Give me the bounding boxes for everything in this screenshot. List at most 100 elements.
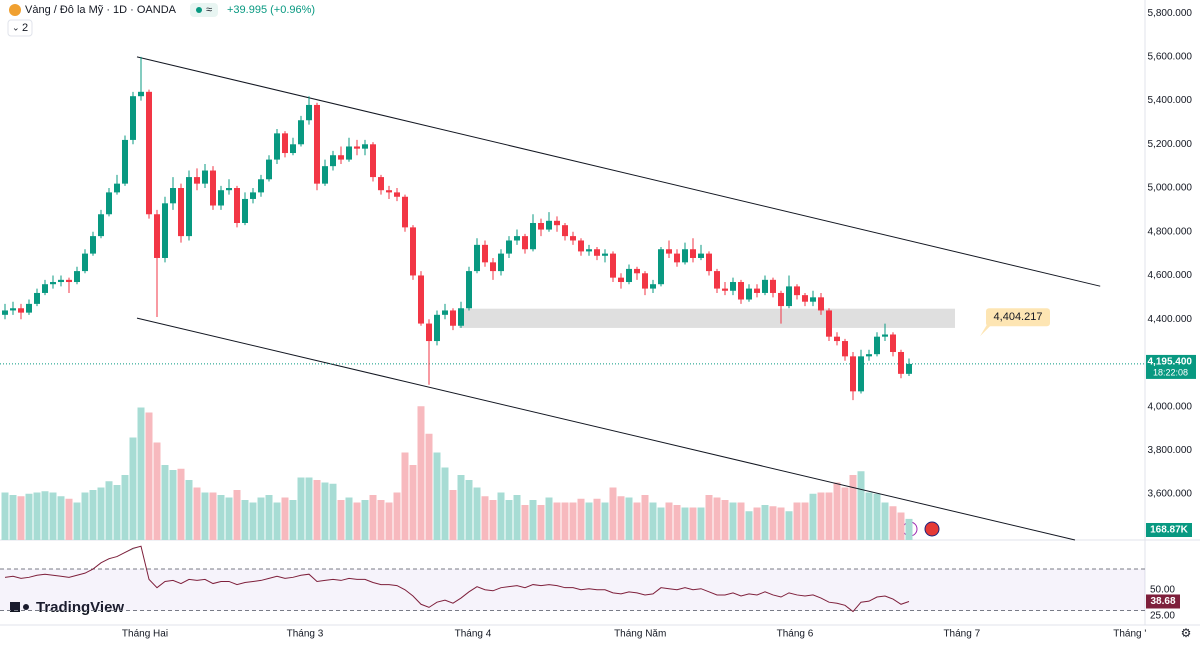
- volume-bar: [257, 497, 265, 540]
- settings-icon[interactable]: ⚙: [1181, 626, 1192, 640]
- volume-bar: [201, 492, 209, 540]
- y-tick-label: 4,600.000: [1148, 270, 1193, 281]
- status-dot: [196, 7, 202, 13]
- candle-body: [242, 198, 248, 223]
- candle-body: [138, 91, 144, 97]
- candle-body: [642, 273, 648, 289]
- volume-bar: [801, 502, 809, 540]
- candle-body: [530, 222, 536, 250]
- volume-bar: [417, 406, 425, 540]
- volume-bar: [345, 497, 353, 540]
- volume-bar: [713, 497, 721, 540]
- volume-bar: [385, 502, 393, 540]
- candle-body: [170, 188, 176, 204]
- volume-bar: [809, 493, 817, 540]
- y-tick-label: 5,000.000: [1148, 183, 1193, 194]
- candle-body: [410, 227, 416, 276]
- volume-bar: [313, 480, 321, 540]
- volume-bar: [753, 507, 761, 540]
- volume-bar: [609, 487, 617, 540]
- volume-bar: [553, 502, 561, 540]
- volume-bar: [217, 495, 225, 540]
- y-tick-label: 5,600.000: [1148, 51, 1193, 62]
- volume-bar: [841, 487, 849, 540]
- candle-body: [66, 279, 72, 283]
- volume-bar: [145, 412, 153, 540]
- x-tick-label: Tháng Hai: [122, 629, 168, 640]
- candle-body: [802, 295, 808, 302]
- candle-body: [122, 139, 128, 184]
- volume-bar: [593, 498, 601, 540]
- candle-body: [290, 144, 296, 154]
- volume-bar: [881, 502, 889, 540]
- candle-body: [90, 236, 96, 254]
- candle-body: [466, 271, 472, 309]
- volume-bar: [129, 437, 137, 540]
- x-tick-label: Tháng Năm: [614, 629, 666, 640]
- volume-bar: [393, 492, 401, 540]
- x-tick-label: Tháng ': [1113, 629, 1146, 640]
- candle-body: [74, 271, 80, 283]
- candle-body: [722, 288, 728, 291]
- volume-bar: [849, 475, 857, 540]
- volume-bar: [337, 500, 345, 540]
- candle-body: [698, 253, 704, 258]
- candle-body: [538, 222, 544, 230]
- candle-body: [778, 292, 784, 307]
- candle-body: [834, 336, 840, 342]
- candle-body: [890, 334, 896, 352]
- candle-body: [554, 220, 560, 226]
- volume-bar: [137, 407, 145, 540]
- volume-bar: [105, 481, 113, 540]
- x-tick-label: Tháng 4: [455, 629, 492, 640]
- volume-bar: [857, 471, 865, 540]
- volume-bar: [49, 492, 57, 540]
- volume-bar: [361, 500, 369, 540]
- candle-body: [706, 253, 712, 272]
- candle-body: [666, 249, 672, 254]
- status-wave: ≈: [206, 4, 212, 16]
- volume-bar: [633, 502, 641, 540]
- candle-body: [586, 249, 592, 252]
- candle-body: [898, 351, 904, 374]
- candle-body: [506, 240, 512, 254]
- candle-body: [762, 279, 768, 293]
- candle-body: [386, 190, 392, 193]
- candle-body: [10, 308, 16, 311]
- volume-bar: [817, 492, 825, 540]
- candle-body: [610, 253, 616, 278]
- volume-bar: [73, 502, 81, 540]
- volume-bar: [177, 468, 185, 540]
- candle-body: [194, 177, 200, 184]
- volume-bar: [41, 491, 49, 540]
- volume-bar: [505, 500, 513, 540]
- rsi-badge: [1146, 594, 1180, 609]
- volume-bar: [785, 511, 793, 540]
- y-tick-label: 5,400.000: [1148, 95, 1193, 106]
- candle-body: [418, 275, 424, 324]
- candle-body: [690, 249, 696, 258]
- economic-event-icon[interactable]: [924, 521, 940, 537]
- volume-bar: [577, 498, 585, 540]
- candle-body: [130, 96, 136, 140]
- symbol-title[interactable]: Vàng / Đô la Mỹ · 1D · OANDA: [25, 4, 177, 16]
- candle-body: [314, 104, 320, 184]
- volume-bar: [57, 496, 65, 540]
- volume-bar: [793, 502, 801, 540]
- volume-bar: [281, 497, 289, 540]
- candle-body: [442, 310, 448, 315]
- candle-body: [394, 192, 400, 197]
- candle-body: [674, 253, 680, 263]
- candle-body: [218, 190, 224, 206]
- candle-body: [362, 144, 368, 149]
- candle-body: [226, 188, 232, 191]
- candle-body: [562, 225, 568, 237]
- volume-bar: [761, 505, 769, 540]
- candle-body: [338, 155, 344, 160]
- volume-bar: [193, 487, 201, 540]
- indicators-toggle[interactable]: [7, 19, 33, 37]
- candle-body: [730, 282, 736, 291]
- volume-bar: [777, 507, 785, 540]
- volume-bar: [665, 502, 673, 540]
